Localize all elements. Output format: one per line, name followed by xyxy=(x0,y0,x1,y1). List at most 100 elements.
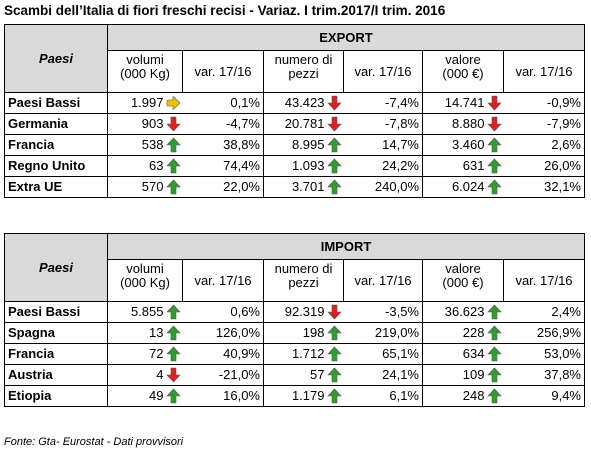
cell-value: 248 xyxy=(462,388,485,403)
cell-value: 3.701 xyxy=(291,179,325,194)
trend-up-arrow-icon xyxy=(326,346,342,362)
variation-value: -7,4% xyxy=(343,92,423,114)
cell-value: 634 xyxy=(462,346,485,361)
table-row: Paesi Bassi 5.855 0,6% 92.319 -3,5% 36.623 2,4… xyxy=(4,301,585,323)
table-row: Spagna 13 126,0% 198 219,0% 228 256,9% xyxy=(4,322,585,344)
column-header: var. 17/16 xyxy=(182,50,264,93)
cell-value: 538 xyxy=(141,137,164,152)
import-section-header: IMPORT xyxy=(107,233,585,260)
variation-value: 2,4% xyxy=(503,301,585,323)
table-row: Paesi Bassi 1.997 0,1% 43.423 -7,4% 14.741 -0,… xyxy=(4,92,585,114)
cell-value: 4 xyxy=(156,367,164,382)
cell-value: 92.319 xyxy=(284,304,325,319)
trend-up-arrow-icon xyxy=(326,158,342,174)
cell-value: 5.855 xyxy=(130,304,164,319)
trend-up-arrow-icon xyxy=(165,325,181,341)
cell-value: 1.093 xyxy=(291,158,325,173)
trend-flat-arrow-icon xyxy=(166,95,180,111)
trend-up-arrow-icon xyxy=(486,325,502,341)
trend-down-arrow-icon xyxy=(486,116,502,132)
column-header: volumi (000 Kg) xyxy=(107,259,183,302)
trend-up-arrow-icon xyxy=(486,137,502,153)
variation-value: 0,1% xyxy=(182,92,264,114)
cell-value: 72 xyxy=(149,346,164,361)
paesi-header: Paesi xyxy=(4,24,108,93)
variation-value: 219,0% xyxy=(343,322,423,344)
country-name: Francia xyxy=(4,134,108,156)
cell-value: 3.460 xyxy=(451,137,485,152)
trend-up-arrow-icon xyxy=(326,367,342,383)
column-header: numero di pezzi xyxy=(263,259,344,302)
cell-value: 57 xyxy=(310,367,325,382)
trend-up-arrow-icon xyxy=(326,179,342,195)
cell-value: 8.995 xyxy=(291,137,325,152)
variation-value: 37,8% xyxy=(503,364,585,386)
trend-up-arrow-icon xyxy=(165,346,181,362)
trend-up-arrow-icon xyxy=(486,179,502,195)
column-header: var. 17/16 xyxy=(182,259,264,302)
variation-value: 256,9% xyxy=(503,322,585,344)
document-title: Scambi dell’Italia di fiori freschi reci… xyxy=(4,3,446,18)
table-row: Etiopia 49 16,0% 1.179 6,1% 248 9,4% xyxy=(4,385,585,407)
trend-up-arrow-icon xyxy=(165,179,181,195)
cell-value: 631 xyxy=(462,158,485,173)
trend-up-arrow-icon xyxy=(165,137,181,153)
trend-up-arrow-icon xyxy=(165,304,181,320)
trend-down-arrow-icon xyxy=(326,116,342,132)
trend-up-arrow-icon xyxy=(165,158,181,174)
variation-value: 38,8% xyxy=(182,134,264,156)
export-section-header: EXPORT xyxy=(107,24,585,51)
country-name: Austria xyxy=(4,364,108,386)
column-header: valore (000 €) xyxy=(422,259,504,302)
cell-value: 36.623 xyxy=(444,304,485,319)
variation-value: 24,2% xyxy=(343,155,423,177)
variation-value: -21,0% xyxy=(182,364,264,386)
trend-up-arrow-icon xyxy=(486,388,502,404)
trend-up-arrow-icon xyxy=(165,388,181,404)
column-header: var. 17/16 xyxy=(343,50,423,93)
variation-value: 24,1% xyxy=(343,364,423,386)
variation-value: -3,5% xyxy=(343,301,423,323)
variation-value: 65,1% xyxy=(343,343,423,365)
column-header: numero di pezzi xyxy=(263,50,344,93)
variation-value: 2,6% xyxy=(503,134,585,156)
cell-value: 49 xyxy=(149,388,164,403)
variation-value: -4,7% xyxy=(182,113,264,135)
variation-value: 26,0% xyxy=(503,155,585,177)
trend-up-arrow-icon xyxy=(486,158,502,174)
trend-up-arrow-icon xyxy=(326,388,342,404)
export-table: Paesi EXPORT volumi (000 Kg) var. 17/16 nume… xyxy=(4,24,585,198)
variation-value: 240,0% xyxy=(343,176,423,198)
cell-value: 228 xyxy=(462,325,485,340)
country-name: Francia xyxy=(4,343,108,365)
variation-value: 22,0% xyxy=(182,176,264,198)
trend-up-arrow-icon xyxy=(486,304,502,320)
variation-value: 14,7% xyxy=(343,134,423,156)
trend-down-arrow-icon xyxy=(165,367,181,383)
paesi-header: Paesi xyxy=(4,233,108,302)
source-footnote: Fonte: Gta- Eurostat - Dati provvisori xyxy=(4,436,184,448)
column-header: valore (000 €) xyxy=(422,50,504,93)
country-name: Germania xyxy=(4,113,108,135)
country-name: Paesi Bassi xyxy=(4,301,108,323)
import-table: Paesi IMPORT volumi (000 Kg) var. 17/16 nume… xyxy=(4,233,585,407)
cell-value: 570 xyxy=(141,179,164,194)
trend-down-arrow-icon xyxy=(326,304,342,320)
country-name: Regno Unito xyxy=(4,155,108,177)
country-name: Paesi Bassi xyxy=(4,92,108,114)
column-header: var. 17/16 xyxy=(503,50,585,93)
column-header: var. 17/16 xyxy=(343,259,423,302)
trend-down-arrow-icon xyxy=(326,95,342,111)
trend-up-arrow-icon xyxy=(486,367,502,383)
table-row: Extra UE 570 22,0% 3.701 240,0% 6.024 32,1% xyxy=(4,176,585,198)
table-row: Regno Unito 63 74,4% 1.093 24,2% 631 26,0% xyxy=(4,155,585,177)
variation-value: -7,8% xyxy=(343,113,423,135)
country-name: Etiopia xyxy=(4,385,108,407)
cell-value: 63 xyxy=(149,158,164,173)
cell-value: 6.024 xyxy=(451,179,485,194)
cell-value: 198 xyxy=(302,325,325,340)
variation-value: 16,0% xyxy=(182,385,264,407)
table-row: Francia 72 40,9% 1.712 65,1% 634 53,0% xyxy=(4,343,585,365)
trend-up-arrow-icon xyxy=(486,346,502,362)
variation-value: 40,9% xyxy=(182,343,264,365)
